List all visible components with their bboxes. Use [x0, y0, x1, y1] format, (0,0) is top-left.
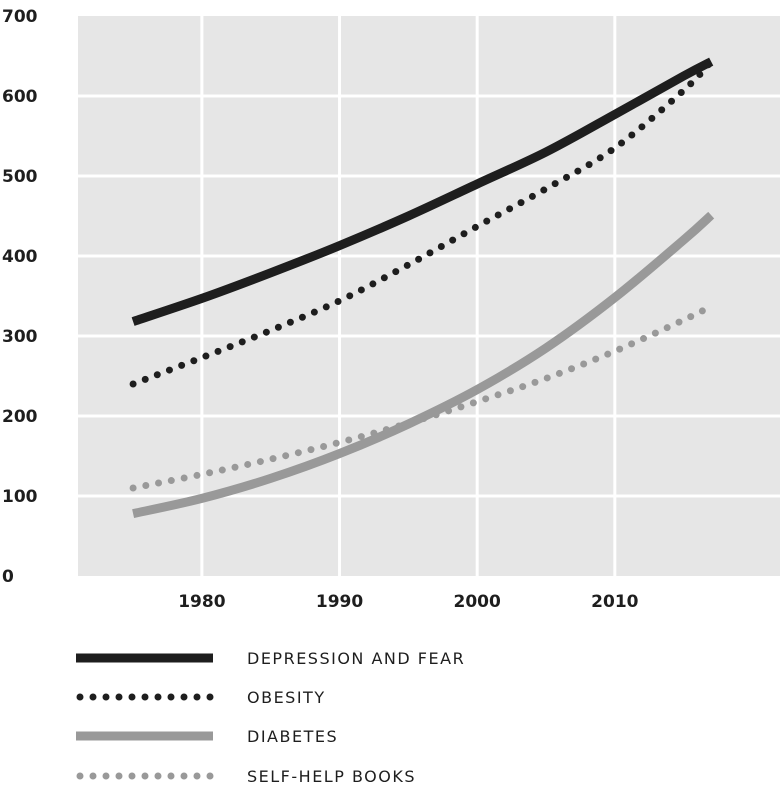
x-tick-label: 1990 [316, 592, 363, 612]
legend-label-1: OBESITY [247, 688, 326, 707]
legend-label-0: DEPRESSION AND FEAR [247, 649, 465, 668]
y-tick-label: 200 [2, 407, 38, 427]
series-line-3 [129, 302, 715, 492]
legend-label-2: DIABETES [247, 727, 338, 746]
y-tick-label: 100 [2, 487, 38, 507]
y-tick-label: 600 [2, 87, 38, 107]
series-lines [129, 57, 715, 518]
series-line-0 [131, 57, 714, 326]
series-line-2 [132, 211, 715, 518]
series-line-1 [129, 58, 715, 388]
x-tick-label: 2000 [454, 592, 501, 612]
y-tick-label: 400 [2, 247, 38, 267]
y-tick-label: 500 [2, 167, 38, 187]
y-tick-label: 700 [2, 7, 38, 27]
y-tick-label: 300 [2, 327, 38, 347]
x-tick-label: 1980 [178, 592, 225, 612]
legend-label-3: SELF-HELP BOOKS [247, 767, 416, 786]
x-axis-ticks: 1980 1990 2000 2010 [178, 592, 638, 612]
y-axis-ticks: 0 100 200 300 400 500 600 700 [2, 7, 38, 587]
legend: DEPRESSION AND FEAR OBESITY DIABETES SELF-H… [76, 649, 465, 786]
x-tick-label: 2010 [591, 592, 638, 612]
y-tick-label: 0 [2, 567, 14, 587]
